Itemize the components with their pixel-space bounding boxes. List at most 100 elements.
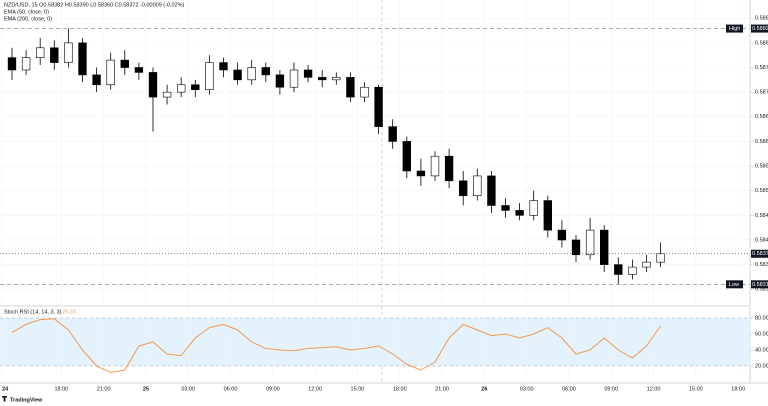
candle-body [501,205,510,211]
chart-title: NZD/USD, 15 O0.58382 H0.58390 L0.58360 C… [4,2,185,8]
y-tick-label: 0.58650 [755,114,768,120]
candle-body [360,86,369,98]
candle-body [219,62,228,71]
candle-body [459,180,468,196]
candle-body [134,67,144,73]
x-tick-label: 26 [481,386,487,392]
candle-body [543,200,552,231]
marker-value: 0.58829 [752,26,768,32]
y-tick-label: 0.58600 [755,139,768,145]
x-tick-label: 21:00 [97,386,111,392]
x-tick-label: 24 [2,386,9,392]
indicator-label: EMA (200, close, 0) [4,16,52,22]
last-price-box [751,249,768,258]
logo [2,396,7,402]
marks [0,28,750,373]
candle-body [416,170,426,177]
candle-body [642,261,651,268]
candle-body [177,84,186,93]
candle-body [50,47,59,63]
candle-body [303,69,313,78]
candle-body [275,74,285,88]
marker-name: Low [729,282,739,288]
candle-body [614,264,623,275]
last-price-label: 0.58372 [752,251,768,257]
candle-body [106,59,115,86]
candle-body [148,72,158,98]
candle-body [289,69,299,88]
candle-body [92,74,101,86]
y-tick-label: 0.58350 [755,262,768,268]
candle-body [332,77,341,81]
x-tick-label: 25 [143,386,149,392]
x-tick-label: 18:00 [731,386,745,392]
indicator-line [11,318,662,373]
x-tick-label: 21:00 [435,386,449,392]
band-fill [0,318,750,366]
candle-body [487,175,496,206]
grid [0,0,750,383]
candle-body [374,86,383,127]
x-tick-label: 06:00 [562,386,576,392]
candle-body [402,141,411,172]
candle-body [557,229,567,241]
y-tick-label: 0.58700 [755,90,768,96]
x-tick-label: 03:00 [520,386,534,392]
candle-body [430,155,440,177]
x-tick-label: 06:00 [224,386,238,392]
candle-body [78,42,87,76]
candle-body [515,210,524,216]
indicator-label: EMA (50, close, 0) [4,9,49,15]
marker-value-box [751,24,768,33]
x-tick-label: 18:00 [393,386,407,392]
candle-body [64,42,73,63]
candle-body [162,91,172,98]
candle-body [120,59,129,68]
candle-body [656,253,665,263]
y-tick-label: 0.58800 [755,40,768,46]
x-tick-label: 12:00 [647,386,661,392]
y-tick-label: 0.58400 [755,237,768,243]
watermark: TradingView [10,397,43,403]
candle-body [571,239,581,256]
x-tick-label: 15:00 [689,386,703,392]
y-tick-label: 40.00 [755,347,768,353]
y-tick-label: 0.58850 [755,16,768,22]
y-tick-label: 0.58550 [755,164,768,170]
y-tick-label: 60.00 [755,331,768,337]
candle-body [346,77,355,98]
candle-body [388,126,397,142]
x-tick-label: 03:00 [181,386,195,392]
x-tick-label: 18:00 [54,386,68,392]
candle-body [318,77,327,81]
candle-body [7,57,17,71]
y-tick-label: 20.00 [755,363,768,369]
marker-name: High [729,26,740,32]
indicator-title: Stoch RSI (14, 14, 3, 3) [4,309,62,315]
y-tick-label: 0.58750 [755,65,768,71]
y-tick-label: 0.58500 [755,188,768,194]
y-tick-label: 80.00 [755,315,768,321]
candle-body [600,229,609,265]
x-tick-label: 12:00 [308,386,322,392]
x-tick-label: 09:00 [266,386,280,392]
candle-body [233,69,242,81]
x-tick-label: 09:00 [604,386,618,392]
marker-name-box [726,24,743,33]
marker-name-box [726,280,743,289]
marker-value-box [751,280,768,289]
candle-body [628,266,637,275]
candle-body [21,57,31,71]
candle-body [585,229,595,256]
x-tick-label: 15:00 [351,386,365,392]
y-tick-label: 0.58300 [755,287,768,293]
indicator-value: 76.20 [62,309,76,315]
candle-body [36,47,45,58]
candle-body [205,62,214,90]
candle-body [191,84,200,90]
candle-body [529,200,538,216]
candle-body [444,155,454,182]
